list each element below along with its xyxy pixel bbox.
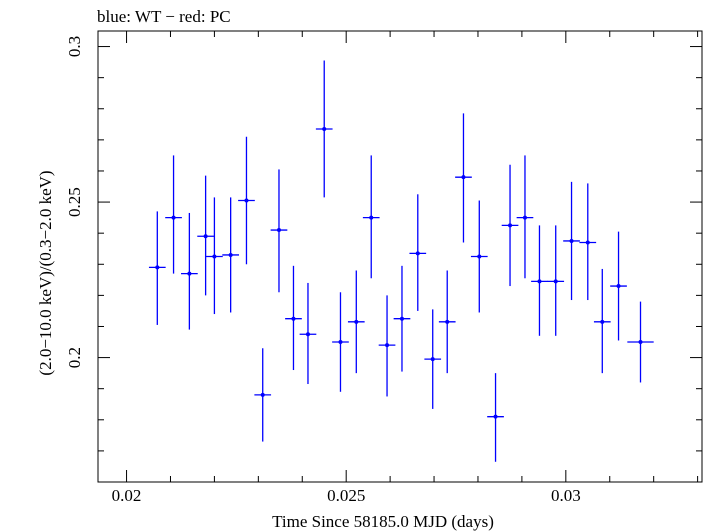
data-point [181, 212, 198, 330]
data-point [470, 200, 488, 313]
data-point [547, 225, 565, 336]
data-point [285, 265, 302, 371]
point-marker [155, 265, 160, 270]
data-point [455, 113, 472, 243]
data-point [362, 155, 380, 279]
data-point [627, 301, 654, 383]
data-point [347, 270, 365, 374]
y-tick-label: 0.25 [65, 187, 84, 217]
data-series [148, 60, 654, 462]
data-point [424, 309, 442, 409]
data-point [299, 282, 317, 385]
point-marker [338, 340, 343, 345]
point-marker [415, 251, 420, 256]
point-marker [477, 254, 482, 259]
data-point [165, 155, 182, 274]
point-marker [569, 238, 574, 243]
data-point [197, 175, 214, 296]
point-marker [385, 343, 390, 348]
y-tick-label: 0.2 [65, 347, 84, 368]
x-tick-label: 0.02 [112, 486, 142, 505]
data-point [610, 231, 627, 341]
data-point [563, 181, 580, 301]
point-marker [354, 319, 359, 324]
point-marker [638, 340, 643, 345]
y-tick-label: 0.3 [65, 36, 84, 57]
point-marker [276, 228, 281, 233]
data-point [254, 348, 272, 442]
point-marker [187, 271, 192, 276]
point-marker [399, 316, 404, 321]
chart-title: blue: WT − red: PC [97, 7, 231, 26]
point-marker [508, 223, 513, 228]
point-marker [260, 392, 265, 397]
plot-border [97, 30, 703, 483]
point-marker [203, 234, 208, 239]
data-point [206, 197, 223, 315]
point-marker [212, 254, 217, 259]
point-marker [537, 279, 542, 284]
axis-ticks: 0.02 0.025 0.03 0.2 0.25 0.3 [65, 31, 702, 505]
point-marker [522, 215, 527, 220]
point-marker [585, 240, 590, 245]
x-tick-label: 0.025 [327, 486, 365, 505]
data-point [409, 194, 427, 311]
x-axis-label: Time Since 58185.0 MJD (days) [272, 512, 494, 531]
data-point [501, 164, 519, 287]
point-marker [171, 215, 176, 220]
data-point [315, 60, 333, 198]
data-point [148, 211, 166, 325]
data-point [332, 292, 349, 392]
y-axis-label: (2.0−10.0 keV)/(0.3−2.0 keV) [36, 170, 55, 375]
data-point [238, 136, 255, 265]
point-marker [369, 215, 374, 220]
point-marker [291, 316, 296, 321]
data-point [438, 270, 456, 374]
data-point [222, 197, 240, 313]
point-marker [616, 284, 621, 289]
data-point [531, 225, 548, 336]
point-marker [228, 252, 233, 257]
x-tick-label: 0.03 [551, 486, 581, 505]
point-marker [600, 319, 605, 324]
data-point [579, 183, 597, 301]
data-point [378, 295, 396, 397]
data-point [487, 373, 504, 462]
point-marker [305, 332, 310, 337]
data-point [593, 268, 611, 374]
point-marker [553, 279, 558, 284]
point-marker [322, 126, 327, 131]
plot-frame [97, 30, 703, 483]
data-point [393, 265, 411, 372]
point-marker [461, 175, 466, 180]
point-marker [244, 198, 249, 203]
data-point [270, 169, 288, 293]
point-marker [493, 414, 498, 419]
point-marker [445, 319, 450, 324]
data-point [516, 155, 534, 279]
point-marker [430, 357, 435, 362]
